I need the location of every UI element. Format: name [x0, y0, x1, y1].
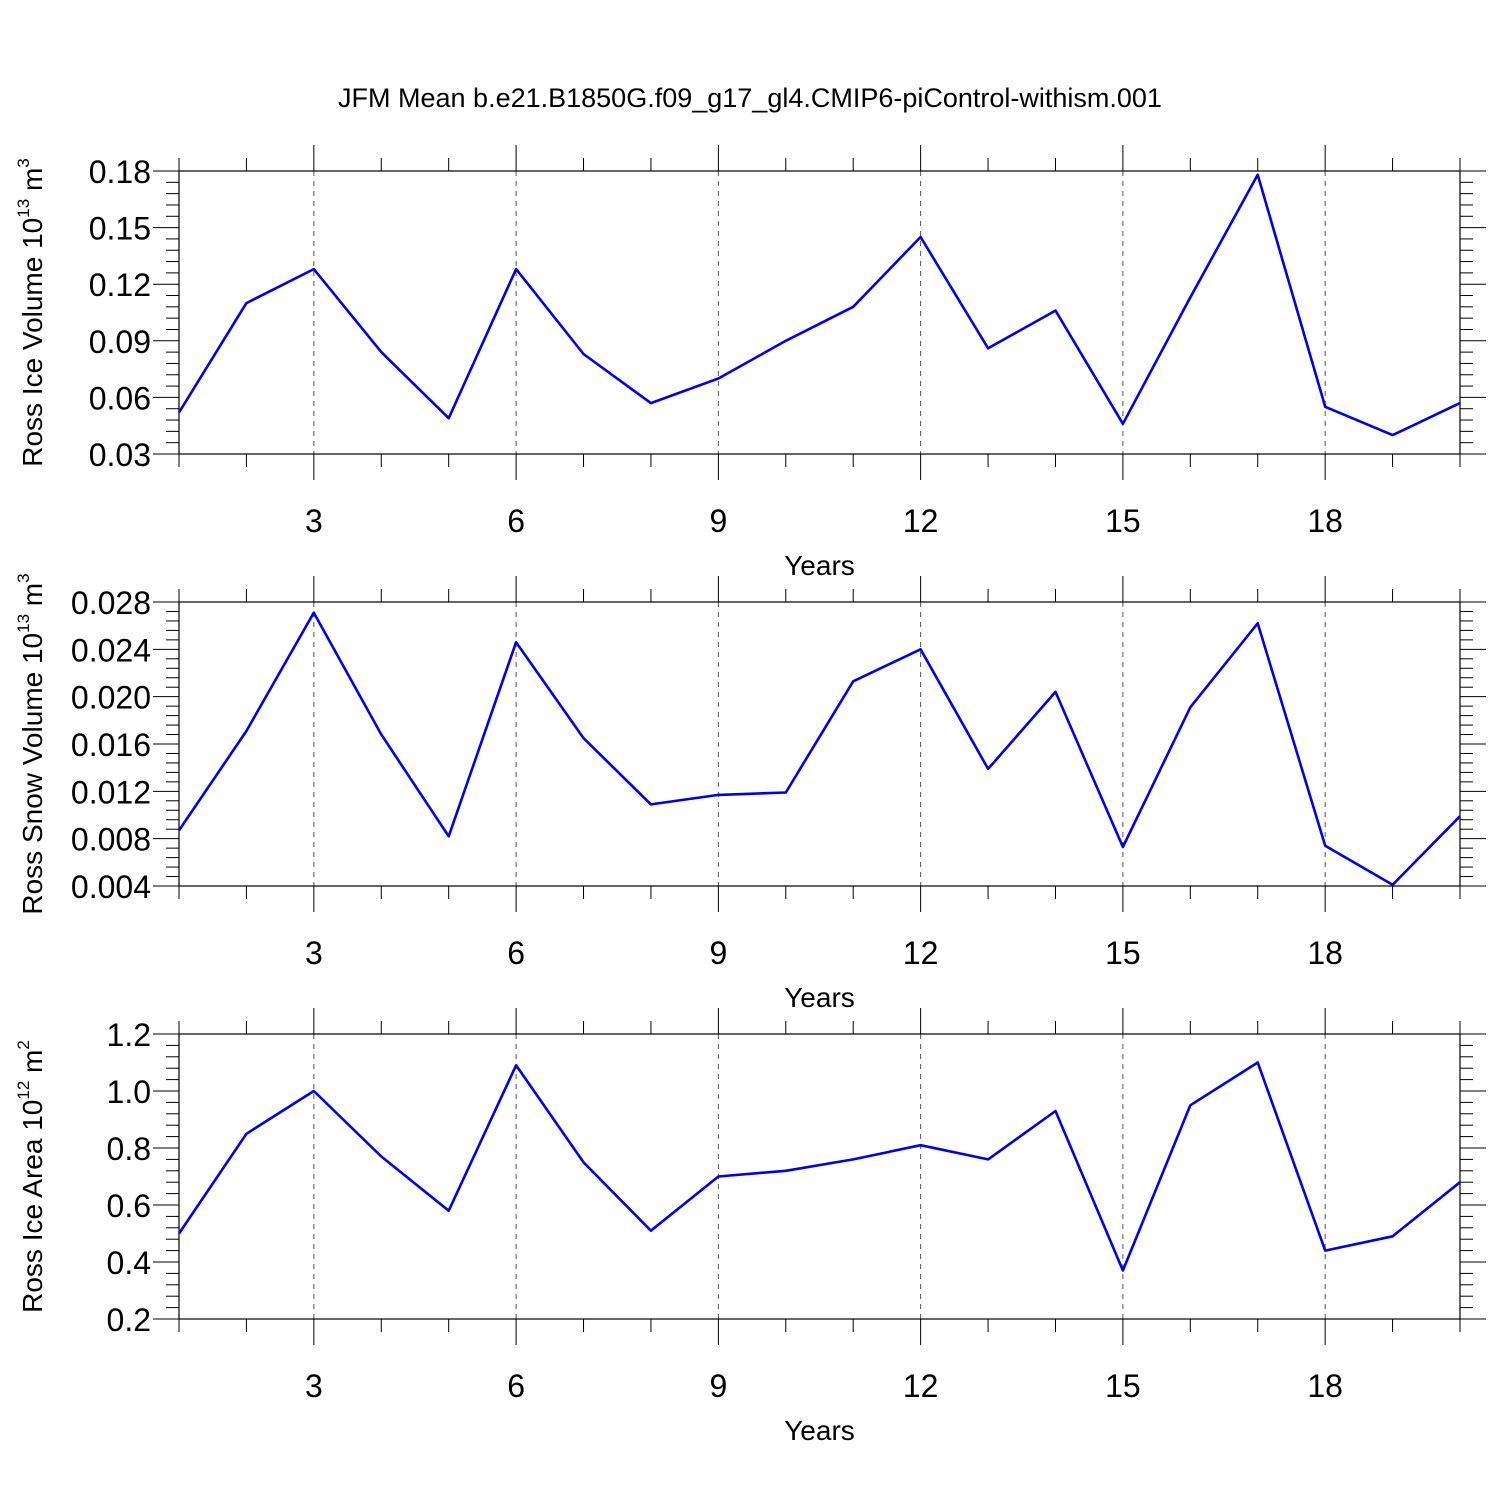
- panel-2: 3 6 9 12 15 18 0.004 0.008 0.012 0.016 0.020 0.024 0…: [14, 573, 1486, 1013]
- y-tick-label: 1.2: [107, 1017, 151, 1053]
- y-tick-label: 0.8: [107, 1131, 151, 1167]
- y-tick-label: 0.2: [107, 1302, 151, 1338]
- x-axis-label: Years: [784, 550, 855, 581]
- x-tick-label: 9: [709, 1368, 727, 1404]
- x-tick-label: 6: [507, 503, 525, 539]
- y-tick-label: 0.012: [71, 774, 151, 810]
- x-tick-label: 18: [1307, 1368, 1343, 1404]
- series-line: [177, 611, 1461, 887]
- series-line: [177, 173, 1461, 437]
- series-line: [177, 1061, 1461, 1272]
- y-tick-label: 0.12: [89, 267, 151, 303]
- y-tick-label: 0.024: [71, 632, 151, 668]
- y-tick-label: 0.15: [89, 211, 151, 247]
- y-tick-label: 0.028: [71, 585, 151, 621]
- x-tick-label: 3: [305, 935, 323, 971]
- y-label-unit: m: [17, 583, 48, 614]
- figure-title: JFM Mean b.e21.B1850G.f09_g17_gl4.CMIP6-…: [338, 83, 1162, 113]
- y-tick-label: 0.18: [89, 154, 151, 190]
- y-tick-label: 0.020: [71, 680, 151, 716]
- x-tick-label: 6: [507, 935, 525, 971]
- y-tick-label: 0.4: [107, 1245, 151, 1281]
- y-axis-label: Ross Ice Area 1012 m2: [14, 1040, 48, 1313]
- x-tick-label: 18: [1307, 503, 1343, 539]
- panel-1: 3 6 9 12 15 18 0.03 0.06 0.09 0.12 0.15 0.18 Years Ro…: [14, 145, 1486, 581]
- x-tick-label: 3: [305, 503, 323, 539]
- y-label-exponent: 13: [14, 614, 33, 633]
- x-tick-label: 15: [1105, 1368, 1141, 1404]
- y-tick-label: 0.016: [71, 727, 151, 763]
- y-label-base: Ross Snow Volume 10: [17, 633, 48, 915]
- x-tick-label: 15: [1105, 503, 1141, 539]
- y-axis-label: Ross Ice Volume 1013 m3: [14, 158, 48, 467]
- y-label-exponent: 13: [14, 199, 33, 218]
- x-tick-label: 18: [1307, 935, 1343, 971]
- x-tick-label: 9: [709, 503, 727, 539]
- x-axis-label: Years: [784, 982, 855, 1013]
- x-axis-label: Years: [784, 1415, 855, 1446]
- y-tick-label: 0.03: [89, 437, 151, 473]
- y-label-base: Ross Ice Area 10: [17, 1100, 48, 1313]
- x-tick-label: 12: [903, 503, 939, 539]
- plot-frame: [178, 1033, 1461, 1320]
- y-tick-label: 0.09: [89, 324, 151, 360]
- x-tick-label: 12: [903, 1368, 939, 1404]
- x-tick-label: 15: [1105, 935, 1141, 971]
- y-label-unit-exponent: 3: [14, 158, 33, 167]
- y-tick-label: 0.06: [89, 380, 151, 416]
- plot-frame: [178, 601, 1461, 887]
- x-tick-label: 12: [903, 935, 939, 971]
- y-label-unit-exponent: 2: [14, 1040, 33, 1049]
- x-tick-label: 6: [507, 1368, 525, 1404]
- y-tick-label: 0.008: [71, 822, 151, 858]
- y-tick-label: 0.004: [71, 869, 151, 905]
- y-axis-label: Ross Snow Volume 1013 m3: [14, 573, 48, 914]
- y-label-base: Ross Ice Volume 10: [17, 218, 48, 467]
- y-label-unit-exponent: 3: [14, 573, 33, 582]
- y-tick-label: 0.6: [107, 1188, 151, 1224]
- y-label-exponent: 12: [14, 1081, 33, 1100]
- y-label-unit: m: [17, 1050, 48, 1081]
- panel-3: 3 6 9 12 15 18 0.2 0.4 0.6 0.8 1.0 1.2 Years Ross Ice…: [14, 1008, 1486, 1446]
- y-label-unit: m: [17, 168, 48, 199]
- x-tick-label: 9: [709, 935, 727, 971]
- y-tick-label: 1.0: [107, 1074, 151, 1110]
- plot-frame: [178, 170, 1461, 455]
- x-tick-label: 3: [305, 1368, 323, 1404]
